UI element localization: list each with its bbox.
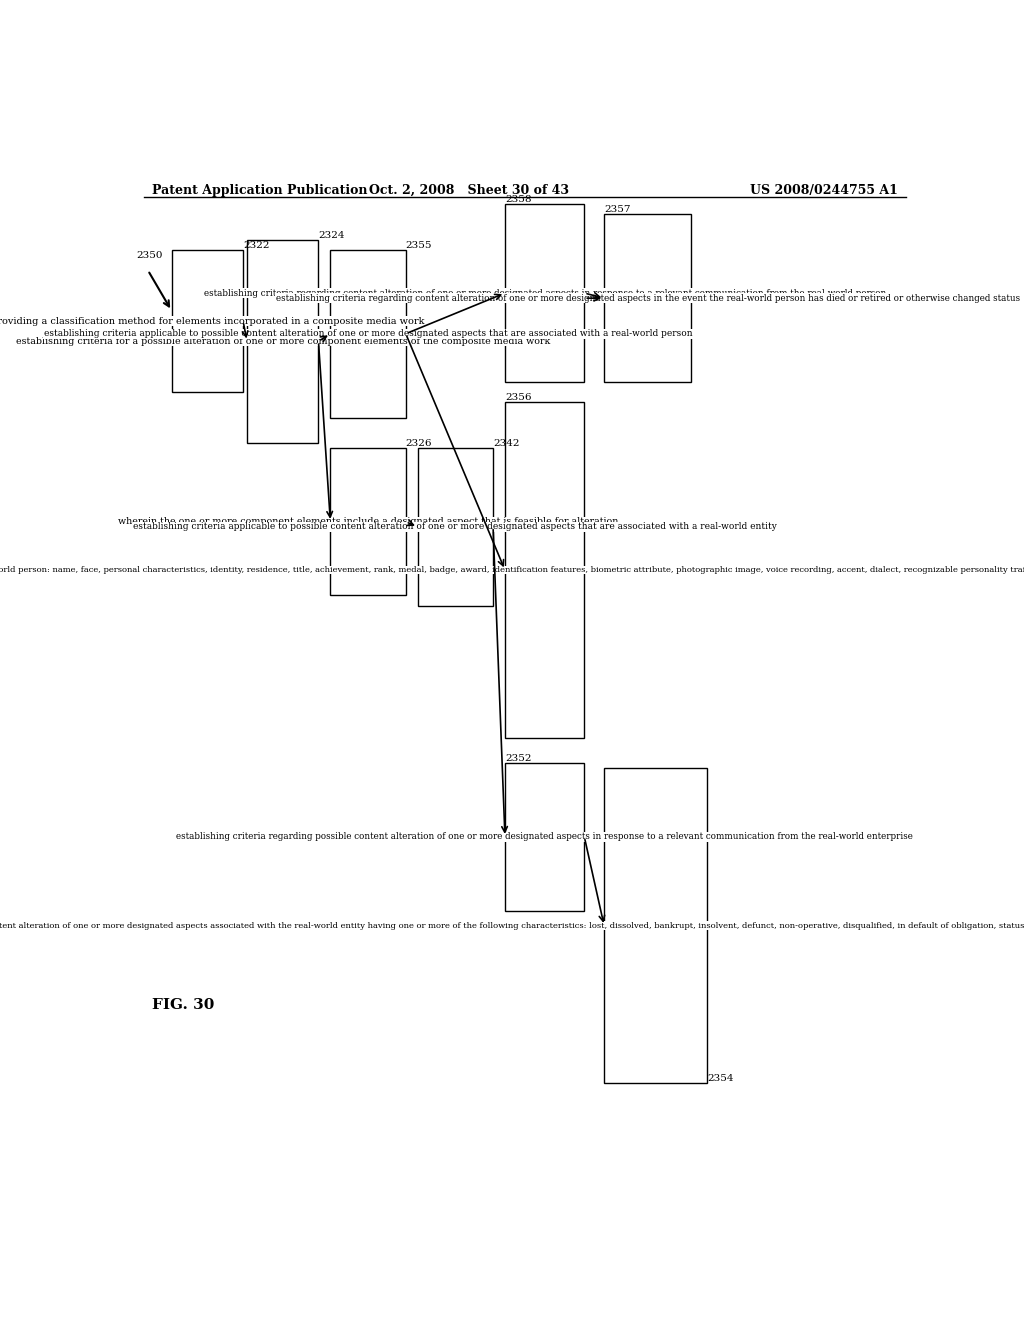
Text: establishing criteria regarding content alteration of one or more designated asp: establishing criteria regarding content … — [204, 289, 886, 297]
Text: establishing criteria regarding possible content alteration of one or more of th: establishing criteria regarding possible… — [0, 566, 1024, 574]
Text: establishing criteria regarding possible content alteration of one or more desig: establishing criteria regarding possible… — [0, 921, 1024, 929]
Bar — [604, 214, 691, 381]
Text: 2322: 2322 — [243, 240, 269, 249]
Text: Patent Application Publication: Patent Application Publication — [152, 183, 368, 197]
Text: US 2008/0244755 A1: US 2008/0244755 A1 — [750, 183, 898, 197]
Text: 2324: 2324 — [318, 231, 345, 240]
Text: 2350: 2350 — [136, 251, 163, 260]
Text: 2342: 2342 — [494, 440, 519, 447]
Text: establishing criteria applicable to possible content alteration of one or more d: establishing criteria applicable to poss… — [44, 329, 692, 338]
Bar — [418, 447, 494, 606]
Bar — [604, 768, 708, 1084]
Text: 2358: 2358 — [505, 195, 531, 205]
Text: 2355: 2355 — [406, 240, 432, 249]
Bar — [331, 249, 406, 417]
Text: establishing criteria regarding content alteration of one or more designated asp: establishing criteria regarding content … — [275, 293, 1020, 302]
Text: wherein the one or more component elements include a designated aspect that is f: wherein the one or more component elemen… — [118, 517, 618, 527]
Bar — [331, 447, 406, 595]
Text: establishing criteria regarding possible content alteration of one or more desig: establishing criteria regarding possible… — [176, 833, 913, 841]
Text: 2357: 2357 — [604, 206, 631, 214]
Bar — [505, 763, 585, 911]
Text: FIG. 30: FIG. 30 — [152, 998, 214, 1012]
Text: 2354: 2354 — [708, 1074, 734, 1084]
Text: 2326: 2326 — [406, 440, 432, 447]
Bar — [505, 205, 585, 381]
Text: providing a classification method for elements incorporated in a composite media: providing a classification method for el… — [0, 317, 424, 326]
Text: 2352: 2352 — [505, 754, 531, 763]
Bar — [505, 403, 585, 738]
Text: establishing criteria applicable to possible content alteration of one or more d: establishing criteria applicable to poss… — [133, 523, 777, 532]
Bar — [172, 249, 243, 392]
Text: Oct. 2, 2008   Sheet 30 of 43: Oct. 2, 2008 Sheet 30 of 43 — [370, 183, 569, 197]
Bar — [247, 240, 318, 444]
Text: establishing criteria for a possible alteration of one or more component element: establishing criteria for a possible alt… — [15, 337, 550, 346]
Text: 2356: 2356 — [505, 393, 531, 403]
